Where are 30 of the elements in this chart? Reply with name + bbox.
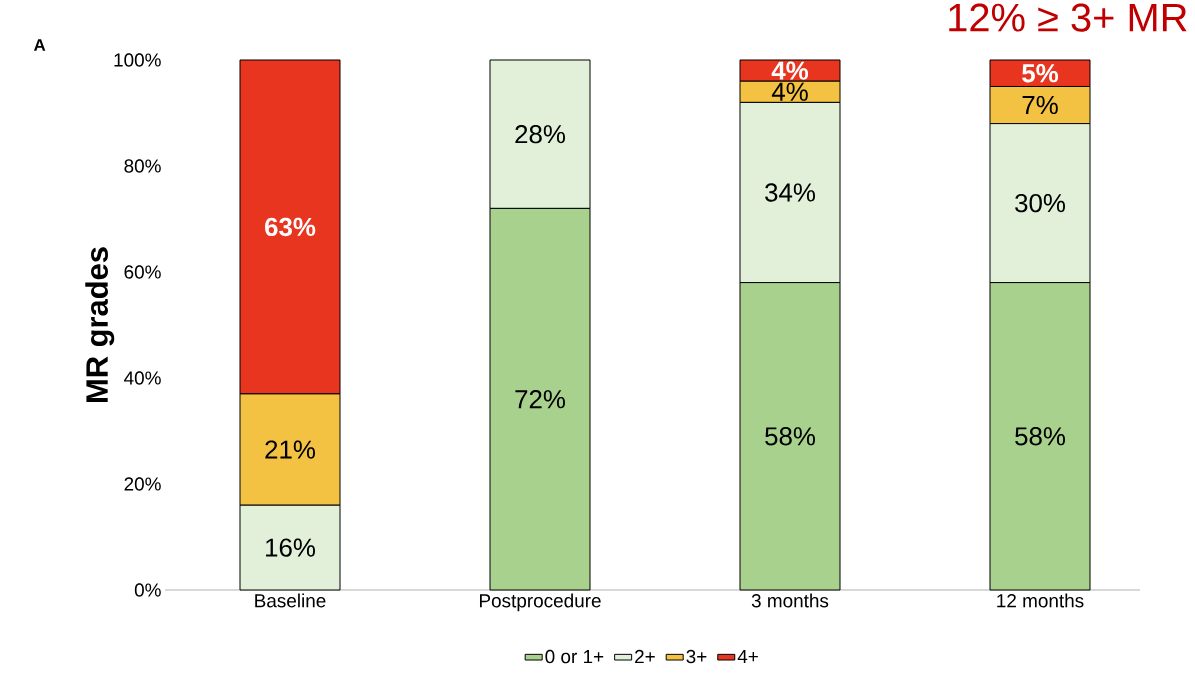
data-label: 72% [515, 390, 565, 409]
legend-label: 4+ [737, 649, 758, 663]
data-label: 4% [771, 61, 809, 80]
data-label: 58% [765, 427, 815, 446]
y-tick-label: 80% [124, 159, 161, 173]
y-tick-label: 0% [134, 583, 161, 597]
data-label: 5% [1022, 64, 1059, 83]
data-label: 4% [771, 82, 808, 101]
text: 12% ≥ 3+ MR [949, 3, 1187, 32]
data-label: 16% [266, 538, 315, 557]
data-label: 63% [265, 217, 316, 237]
x-tick-label: Postprocedure [480, 593, 601, 612]
data-label: 21% [265, 440, 315, 459]
legend-label: 0 or 1+ [545, 649, 604, 664]
y-tick-label: 60% [124, 265, 161, 279]
data-label: 58% [1015, 427, 1065, 446]
data-label: 28% [515, 125, 565, 144]
legend-label: 2+ [635, 649, 655, 664]
data-label: 34% [765, 183, 815, 202]
y-tick-label: 100% [114, 53, 161, 67]
data-label: 30% [1015, 193, 1065, 213]
x-tick-label: 12 months [997, 593, 1084, 608]
text: A [33, 39, 46, 51]
x-tick-label: 3 months [751, 593, 829, 608]
data-label: 7% [1022, 95, 1058, 115]
y-axis-title: MR grades [85, 247, 115, 402]
legend-label: 3+ [686, 649, 707, 664]
y-tick-label: 40% [124, 371, 161, 385]
x-tick-label: Baseline [255, 593, 326, 608]
y-tick-label: 20% [124, 477, 161, 491]
